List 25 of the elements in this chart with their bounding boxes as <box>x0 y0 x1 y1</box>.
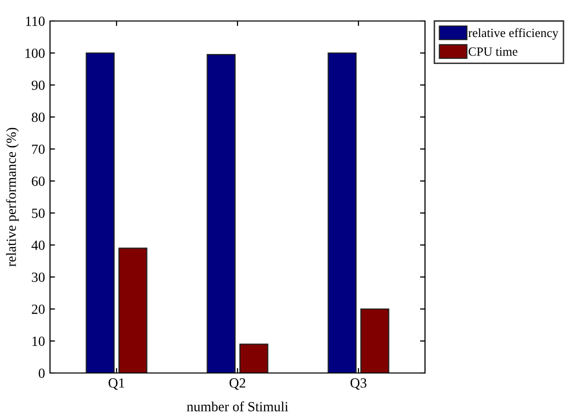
legend-label: CPU time <box>468 47 518 56</box>
y-tick-label: 100 <box>26 48 45 58</box>
bar <box>206 54 236 373</box>
y-tick-label: 80 <box>32 112 45 122</box>
x-axis-title: number of Stimuli <box>186 401 288 412</box>
bar <box>360 308 390 373</box>
y-tick-label: 20 <box>32 304 45 314</box>
y-tick-label: 50 <box>32 208 45 218</box>
y-tick-label: 40 <box>32 240 45 250</box>
x-tick-label: Q2 <box>230 378 246 390</box>
y-tick-label: 10 <box>32 336 45 346</box>
legend-label: relative efficiency <box>468 28 558 40</box>
y-axis-title: relative performance (%) <box>6 128 19 267</box>
y-tick-label: 110 <box>26 16 45 26</box>
y-tick-label: 60 <box>32 176 45 186</box>
x-tick-label: Q3 <box>350 378 366 390</box>
y-tick-label: 30 <box>32 272 45 282</box>
y-tick-label: 90 <box>32 80 45 90</box>
bar <box>328 52 357 373</box>
y-tick-label: 0 <box>38 368 45 378</box>
bar <box>239 344 268 373</box>
bar <box>86 52 115 373</box>
x-tick-label: Q1 <box>108 378 124 390</box>
y-tick-label: 70 <box>32 144 45 154</box>
bar <box>118 248 148 373</box>
